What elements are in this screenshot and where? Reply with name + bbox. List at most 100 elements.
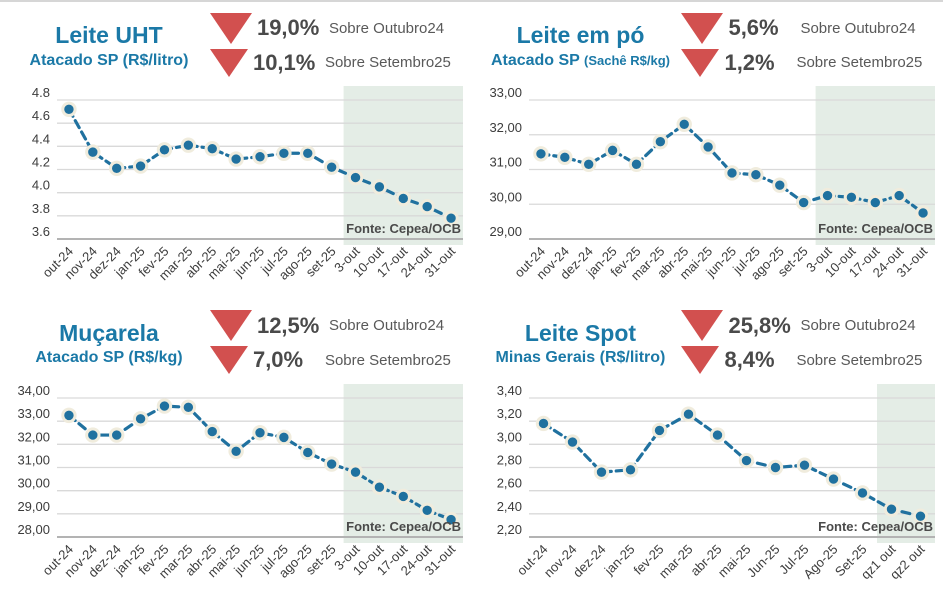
panel-subtitle: Minas Gerais (R$/litro) xyxy=(496,348,666,367)
y-tick-label: 30,00 xyxy=(489,189,522,204)
data-point-nov-24 xyxy=(564,433,580,450)
chart-area: 4.8 4.6 4.4 4.2 4.0 3.8 3.6 out-24 nov-24 dez-24 j… xyxy=(0,82,471,298)
line-chart-mucarela: 34,0033,0032,0031,0030,0029,0028,00out-2… xyxy=(17,383,463,581)
data-point-jun-25 xyxy=(723,165,740,181)
data-point-mar-25 xyxy=(180,137,197,153)
y-tick-label: 3,20 xyxy=(496,406,521,421)
data-point-24-out xyxy=(419,502,435,518)
data-point-set-25 xyxy=(323,455,340,472)
stat-label: Sobre Outubro24 xyxy=(328,317,445,335)
stat-value: 1,2% xyxy=(724,49,775,75)
stat-label: Sobre Setembro25 xyxy=(324,351,451,369)
subtitle-unit: (R$/kg) xyxy=(128,349,183,367)
down-triangle-icon xyxy=(209,310,252,342)
panel-title: Leite Spot xyxy=(524,319,637,346)
y-tick-label: 2,80 xyxy=(496,452,521,467)
x-tick-label: jan-25 xyxy=(600,541,637,578)
data-point-jul-25 xyxy=(276,145,292,161)
panel-subtitle: Atacado SP (R$/kg) xyxy=(35,348,182,367)
data-point-dez-24 xyxy=(109,160,125,177)
stat-label: Sobre Outubro24 xyxy=(800,317,916,335)
chart-area: 33,00 32,00 31,00 30,00 29,00 out-24 nov-24 dez… xyxy=(472,82,943,298)
chart-area: 34,00 33,00 32,00 31,00 30,00 29,00 28,00 out-2… xyxy=(0,380,471,596)
data-point-Set-25 xyxy=(854,484,870,501)
data-point-out-24 xyxy=(535,415,551,431)
panel-leite-spot: Leite Spot Minas Gerais (R$/litro) 25,8%… xyxy=(472,300,943,596)
x-tick-label: Jun-25 xyxy=(743,541,782,580)
down-triangle-icon xyxy=(681,12,724,44)
subtitle-market: Atacado SP xyxy=(35,349,124,367)
stat-label: Sobre Outubro24 xyxy=(328,19,445,37)
data-point-mai-25 xyxy=(738,452,754,468)
panel-titles: Leite Spot Minas Gerais (R$/litro) xyxy=(480,308,682,380)
stat-vs-october: 19,0% Sobre Outubro24 xyxy=(209,11,467,46)
data-point-out-24 xyxy=(61,101,77,117)
panel-titles: Leite UHT Atacado SP (R$/litro) xyxy=(8,10,210,82)
y-tick-label: 2,20 xyxy=(496,522,521,537)
stat-value: 8,4% xyxy=(724,347,775,373)
down-triangle-icon xyxy=(681,346,720,375)
data-point-nov-24 xyxy=(85,426,101,443)
y-tick-label: 2,40 xyxy=(496,498,521,513)
y-tick-label: 30,00 xyxy=(17,475,50,490)
line-chart-leite-spot: 3,403,203,002,802,602,402,20out-24nov-24… xyxy=(496,383,935,582)
highlight-region xyxy=(815,86,935,245)
y-tick-label: 32,00 xyxy=(489,120,522,135)
data-point-Jun-25 xyxy=(767,459,783,475)
stat-label: Sobre Setembro25 xyxy=(324,54,451,72)
stat-value: 10,1% xyxy=(252,49,316,75)
stat-vs-september: 8,4% Sobre Setembro25 xyxy=(681,343,938,378)
y-tick-label: 33,00 xyxy=(489,85,522,100)
panel-mucarela: Muçarela Atacado SP (R$/kg) 12,5% Sobre … xyxy=(0,300,471,596)
y-tick-label: 32,00 xyxy=(17,429,50,444)
panel-leite-uht: Leite UHT Atacado SP (R$/litro) 19,0% So… xyxy=(0,2,471,298)
data-point-fev-25 xyxy=(156,142,173,158)
data-point-jan-25 xyxy=(622,461,638,478)
y-tick-label: 3,00 xyxy=(496,429,521,444)
subtitle-market: Minas Gerais xyxy=(495,349,596,367)
line-chart-leite-em-po: 33,0032,0031,0030,0029,00out-24nov-24dez… xyxy=(489,85,935,283)
panel-subtitle: Atacado SP (Sachê R$/kg) xyxy=(491,51,670,70)
data-point-abr-25 xyxy=(204,140,220,157)
y-tick-label: 4.6 xyxy=(32,108,50,123)
subtitle-unit: (R$/litro) xyxy=(599,349,666,367)
panel-header: Leite UHT Atacado SP (R$/litro) 19,0% So… xyxy=(0,2,471,82)
stat-vs-october: 25,8% Sobre Outubro24 xyxy=(681,309,938,344)
data-point-mar-25 xyxy=(652,134,668,150)
panel-stats: 5,6% Sobre Outubro24 1,2% Sobre Setembro… xyxy=(681,10,938,82)
y-tick-label: 33,00 xyxy=(17,406,50,421)
data-point-ago-25 xyxy=(771,177,787,193)
data-point-10-out xyxy=(371,179,388,195)
stat-vs-october: 12,5% Sobre Outubro24 xyxy=(209,309,467,344)
y-tick-label: 29,00 xyxy=(17,498,50,513)
x-tick-label: dez-24 xyxy=(569,541,608,580)
data-point-out-24 xyxy=(532,146,549,162)
subtitle-market: Atacado SP xyxy=(29,51,119,69)
down-triangle-icon xyxy=(209,12,252,44)
data-point-abr-25 xyxy=(709,426,725,443)
line-chart-leite-uht: 4.84.64.44.24.03.83.6out-24nov-24dez-24j… xyxy=(32,85,463,283)
stat-vs-september: 1,2% Sobre Setembro25 xyxy=(681,46,938,81)
source-label: Fonte: Cepea/OCB xyxy=(818,221,933,236)
panel-header: Muçarela Atacado SP (R$/kg) 12,5% Sobre … xyxy=(0,300,471,380)
panel-stats: 12,5% Sobre Outubro24 7,0% Sobre Setembr… xyxy=(209,308,467,380)
data-point-nov-24 xyxy=(556,149,573,166)
stat-label: Sobre Outubro24 xyxy=(800,19,916,37)
data-point-3-out xyxy=(347,169,364,186)
data-point-31-out xyxy=(443,210,459,226)
stat-value: 5,6% xyxy=(728,15,779,41)
down-triangle-icon xyxy=(681,48,720,77)
panel-header: Leite Spot Minas Gerais (R$/litro) 25,8%… xyxy=(472,300,943,380)
y-tick-label: 3.6 xyxy=(32,224,50,239)
data-point-mai-25 xyxy=(699,139,716,155)
data-point-17-out xyxy=(395,190,411,207)
data-point-jan-25 xyxy=(604,142,620,159)
panel-titles: Leite em pó Atacado SP (Sachê R$/kg) xyxy=(480,10,682,82)
stat-value: 25,8% xyxy=(728,312,791,338)
data-point-set-25 xyxy=(795,194,811,211)
data-point-qz1 out xyxy=(883,501,899,517)
stat-vs-september: 7,0% Sobre Setembro25 xyxy=(209,343,467,378)
source-label: Fonte: Cepea/OCB xyxy=(346,221,461,236)
stat-value: 19,0% xyxy=(256,15,320,41)
panel-titles: Muçarela Atacado SP (R$/kg) xyxy=(8,308,210,380)
